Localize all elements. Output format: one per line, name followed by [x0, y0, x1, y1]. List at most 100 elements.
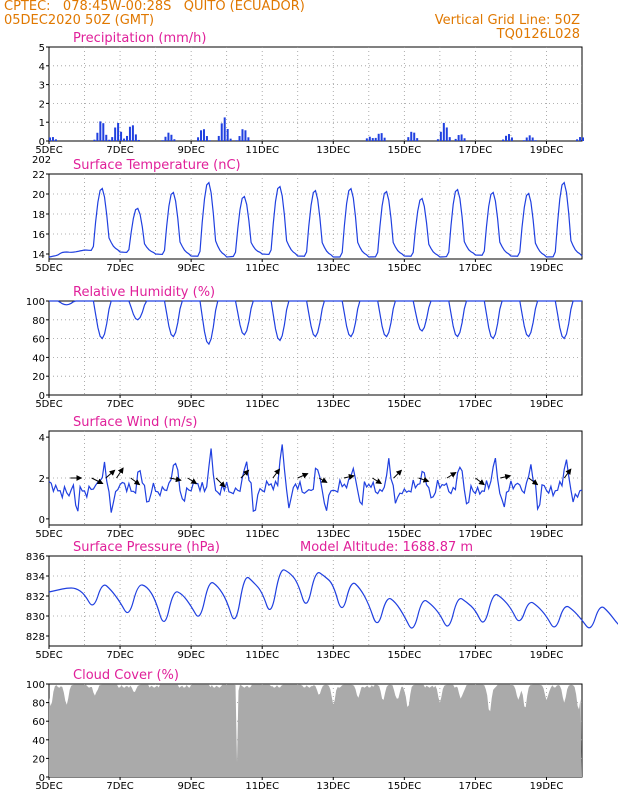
x-tick-label: 9DEC: [177, 145, 204, 156]
x-tick-label: 15DEC: [387, 399, 421, 410]
wind-arrow: [105, 469, 116, 479]
panel-title: Surface Wind (m/s): [73, 415, 197, 430]
precip-bar: [374, 137, 377, 141]
precip-bar: [208, 140, 211, 141]
y-tick-label: 2: [39, 474, 45, 485]
precip-bar: [377, 133, 380, 141]
x-tick-label: 5DEC: [35, 145, 62, 156]
precip-bar: [173, 139, 176, 141]
precip-bar: [576, 139, 579, 141]
header-grid-note: Vertical Grid Line: 50Z: [434, 13, 580, 28]
y-tick-label: 40: [32, 736, 45, 747]
wind-arrow: [500, 473, 512, 480]
x-tick-label: 11DEC: [245, 399, 279, 410]
precip-bar: [108, 139, 111, 141]
precip-bar: [131, 125, 134, 141]
wind-arrow: [528, 477, 539, 486]
precip-bar: [96, 132, 99, 141]
precip-bar: [202, 129, 205, 141]
wind-arrow: [318, 477, 328, 483]
precip-bar: [205, 136, 208, 141]
wind-arrow: [297, 472, 309, 479]
x-tick-label: 13DEC: [316, 529, 350, 540]
header-location: CPTEC: 078:45W-00:28S QUITO (ECUADOR): [4, 0, 305, 14]
header-code: TQ0126L028: [496, 27, 580, 42]
precip-bar: [534, 140, 537, 141]
frame: [48, 173, 583, 260]
precip-bar: [460, 134, 463, 141]
x-tick-label: 5DEC: [35, 650, 62, 661]
panel-title: Surface Temperature (nC): [73, 158, 241, 173]
precip-bar: [457, 135, 460, 141]
panel-humidity: 0 20 40 60 80 100 5DEC 7DEC 9DEC 11DEC 13DEC 15DEC 1…: [26, 285, 583, 410]
x-tick-label: 11DEC: [245, 145, 279, 156]
x-tick-label: 13DEC: [316, 263, 350, 274]
precip-bar: [114, 127, 117, 141]
frame: [48, 300, 583, 396]
wind-arrow: [475, 477, 486, 486]
panel-pressure: 828 830 832 834 836 5DEC 7DEC 9DEC 11DEC 13DEC 15D…: [26, 540, 618, 661]
precip-bar: [371, 138, 374, 141]
precip-bar: [123, 138, 126, 141]
x-tick-label: 15DEC: [387, 263, 421, 274]
precip-bar: [200, 130, 203, 141]
y-tick-label: 60: [32, 717, 45, 728]
precip-bar: [125, 135, 128, 141]
precip-bar: [235, 140, 238, 141]
precip-bar: [167, 132, 170, 141]
precip-bar: [244, 130, 247, 141]
x-tick-label: 19DEC: [530, 399, 564, 410]
precip-bar: [102, 123, 105, 141]
precip-bar: [380, 133, 383, 141]
wind-arrow: [240, 469, 250, 479]
x-tick-label: 5DEC: [35, 781, 62, 792]
wind-arrow: [215, 477, 226, 488]
wind-arrow: [393, 469, 403, 479]
precip-bar: [454, 138, 457, 141]
precip-bar: [134, 134, 137, 141]
panel-annotation: Model Altitude: 1688.87 m: [300, 540, 473, 555]
y-tick-label: 14: [32, 250, 45, 261]
y-tick-label: 0: [39, 773, 45, 784]
humidity-series: [49, 300, 582, 346]
precip-bar: [416, 138, 419, 141]
x-tick-label: 17DEC: [459, 399, 493, 410]
y-tick-label: 0: [39, 391, 45, 402]
y-tick-label: 830: [26, 612, 45, 623]
x-tick-label: 19DEC: [530, 263, 564, 274]
x-tick-label: 15DEC: [387, 145, 421, 156]
x-tick-label: 13DEC: [316, 399, 350, 410]
x-tick-label: 7DEC: [106, 529, 133, 540]
precip-bar: [217, 135, 220, 141]
precip-bar: [49, 137, 51, 141]
panel-title: Surface Pressure (hPa): [73, 540, 220, 555]
precip-bar: [365, 138, 368, 141]
wind-arrow: [187, 477, 198, 485]
y-tick-label: 80: [32, 316, 45, 327]
precip-bar: [407, 137, 410, 141]
y-tick-label: 40: [32, 353, 45, 364]
x-tick-label: 7DEC: [106, 145, 133, 156]
x-tick-label: 9DEC: [177, 529, 204, 540]
header-run-time: 05DEC2020 50Z (GMT): [4, 13, 155, 28]
y-tick-label: 0: [39, 515, 45, 526]
precip-bar: [413, 132, 416, 141]
precip-bar: [505, 135, 508, 141]
x-tick-label: 5DEC: [35, 399, 62, 410]
wind-arrow: [446, 471, 457, 479]
x-tick-label: 19DEC: [530, 145, 564, 156]
precip-bar: [579, 137, 582, 141]
precip-bar: [241, 129, 244, 141]
y-tick-label: 5: [39, 43, 45, 54]
panel-precipitation: 0 1 2 3 4 5 5DEC 7DEC 9DEC 11DEC 13DEC 15DEC 17DEC 19…: [32, 31, 584, 166]
x-tick-label: 9DEC: [177, 650, 204, 661]
pressure-series: [48, 569, 618, 629]
precip-bar: [442, 122, 445, 141]
x-tick-label: 7DEC: [106, 781, 133, 792]
y-tick-label: 828: [26, 632, 45, 643]
y-tick-label: 20: [32, 372, 45, 383]
precip-bar: [531, 137, 534, 141]
precip-bar: [105, 134, 108, 141]
precip-bar: [238, 136, 241, 141]
precip-bar: [51, 137, 54, 141]
